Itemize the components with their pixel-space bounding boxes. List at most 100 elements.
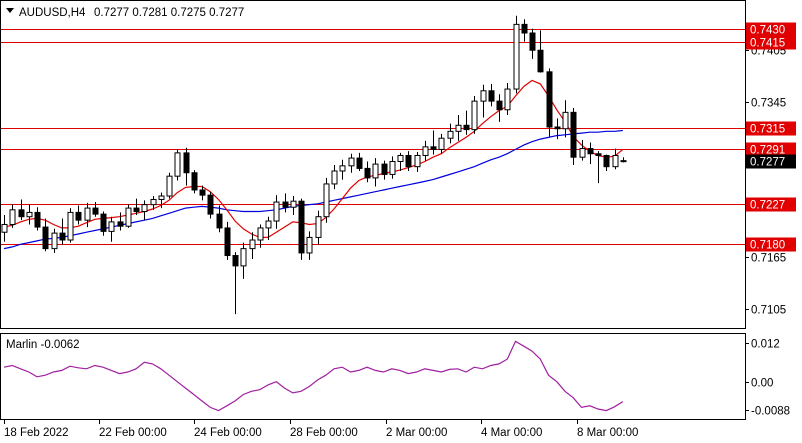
candle-body [372, 163, 379, 179]
candle-body [356, 157, 363, 169]
candle-body [207, 194, 214, 215]
ma-slow-line [3, 129, 623, 250]
candle-body [579, 148, 586, 158]
candle-body [570, 111, 577, 158]
candle-body [1, 223, 8, 233]
level-badge-label: 0.7315 [750, 124, 785, 136]
time-axis: 18 Feb 2022 22 Feb 00:00 24 Feb 00:00 28 Fe… [4, 420, 638, 439]
dropdown-triangle-icon[interactable] [6, 8, 14, 13]
candle-body [18, 209, 25, 218]
candle-body [537, 49, 544, 73]
indicator-label: Marlin -0.0062 [6, 339, 80, 351]
candle-body [84, 207, 91, 221]
price-tick-label: 0.7105 [751, 305, 786, 317]
candle-body [100, 213, 107, 232]
level-lines [1, 29, 745, 245]
candle-body [364, 167, 371, 179]
oscillator-tick-label: -0.0088 [751, 406, 790, 418]
candle-body [471, 100, 478, 131]
current-price-badge [746, 154, 796, 169]
indicator-plot-frame [0, 333, 746, 420]
candle-body [422, 146, 429, 156]
level-badge [746, 121, 796, 136]
candle-body [59, 232, 66, 241]
candle-body [51, 232, 58, 250]
candle-body [67, 211, 74, 241]
candle-body [191, 172, 198, 191]
level-badge [746, 35, 796, 50]
candles [1, 15, 627, 315]
level-badge [746, 237, 796, 252]
time-tick-label: 24 Feb 00:00 [194, 427, 262, 439]
candle-body [183, 152, 190, 174]
current-price-label: 0.7277 [750, 157, 785, 169]
candle-body [9, 209, 16, 225]
candle-body [414, 154, 421, 168]
candle-body [92, 207, 99, 215]
ma-fast-line [3, 79, 624, 238]
candle-body [381, 163, 388, 175]
candle-body [620, 160, 627, 163]
level-badge-label: 0.7291 [750, 145, 785, 157]
time-tick-label: 18 Feb 2022 [4, 427, 69, 439]
candle-body [265, 220, 272, 229]
oscillator-tick-label: 0.00 [751, 378, 773, 390]
price-tick-label: 0.7345 [751, 98, 786, 110]
candle-body [430, 146, 437, 150]
candle-body [546, 71, 553, 128]
candle-body [108, 221, 115, 232]
candle-body [323, 183, 330, 218]
candle-body [249, 239, 256, 250]
candle-body [496, 100, 503, 111]
time-tick-label: 28 Feb 00:00 [290, 427, 358, 439]
candle-body [339, 165, 346, 172]
candle-body [447, 130, 454, 139]
candle-body [133, 207, 140, 213]
candle-body [141, 204, 148, 213]
candle-body [389, 161, 396, 175]
candle-body [331, 170, 338, 185]
candle-body [158, 195, 165, 200]
level-badge-label: 0.7430 [750, 25, 785, 37]
candle-body [174, 152, 181, 177]
candle-body [521, 23, 528, 34]
time-tick-label: 22 Feb 00:00 [99, 427, 167, 439]
oscillator-tick-label: 0.012 [751, 339, 780, 351]
level-badge [746, 22, 796, 37]
price-tick-label: 0.7165 [751, 253, 786, 265]
candle-body [480, 90, 487, 102]
candle-body [26, 211, 33, 218]
time-tick-label: 8 Mar 00:00 [577, 427, 638, 439]
candle-body [397, 154, 404, 163]
candle-body [455, 124, 462, 132]
candle-body [306, 236, 313, 254]
candle-body [282, 201, 289, 208]
candle-body [529, 32, 536, 51]
candle-body [199, 189, 206, 196]
candle-body [240, 248, 247, 267]
candle-body [232, 255, 239, 267]
candle-body [125, 207, 132, 227]
candle-body [34, 211, 41, 228]
candle-body [273, 201, 280, 222]
candle-body [75, 211, 82, 221]
candle-body [603, 154, 610, 168]
candle-body [290, 200, 297, 208]
candle-body [117, 221, 124, 227]
candle-body [224, 227, 231, 257]
candle-body [595, 153, 602, 156]
candle-body [587, 148, 594, 155]
level-badge [746, 197, 796, 212]
ohlc-values: 0.7277 0.7281 0.7275 0.7277 [94, 7, 244, 19]
candle-body [405, 154, 412, 168]
candle-body [257, 227, 264, 241]
candle-body [348, 157, 355, 167]
candle-body [216, 213, 223, 229]
candle-body [150, 198, 157, 206]
candle-body [463, 124, 470, 131]
oscillator [3, 340, 624, 412]
candle-body [298, 200, 305, 254]
candle-body [166, 175, 173, 197]
